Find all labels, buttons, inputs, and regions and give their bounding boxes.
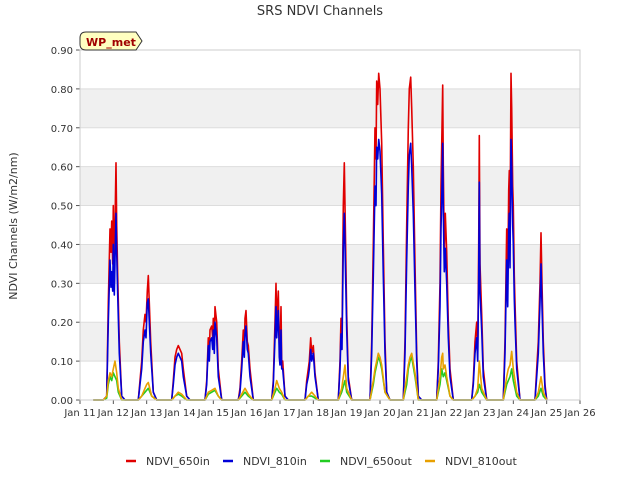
x-tick-label: Jan 12 (97, 408, 129, 419)
y-axis: 0.00 0.10 0.20 0.30 0.40 0.50 0.60 0.70 0.80 0.90 (51, 46, 80, 407)
x-tick-label: Jan 26 (563, 408, 595, 419)
x-tick-label: Jan 16 (230, 408, 262, 419)
y-tick-label: 0.70 (51, 124, 73, 135)
x-tick-label: Jan 22 (430, 408, 462, 419)
y-tick-label: 0.80 (51, 85, 73, 96)
chart-title: SRS NDVI Channels (257, 4, 383, 19)
band-6 (80, 127, 580, 167)
x-tick-label: Jan 24 (497, 408, 529, 419)
legend-label: NDVI_810in (243, 455, 307, 468)
y-tick-label: 0.30 (51, 279, 73, 290)
x-tick-label: Jan 15 (197, 408, 229, 419)
annotation-box (79, 31, 143, 51)
y-tick-label: 0.60 (51, 163, 73, 174)
x-tick-label: Jan 23 (463, 408, 495, 419)
annotation-label: WP_met (86, 36, 136, 49)
x-tick-label: Jan 14 (163, 408, 195, 419)
band-1 (80, 322, 580, 362)
series-ndvi-810out (93, 350, 548, 401)
band-4 (80, 205, 580, 245)
legend-label: NDVI_650in (146, 455, 210, 468)
x-axis: Jan 11 Jan 12 Jan 13 Jan 14 Jan 15 Jan 16 Jan … (63, 400, 596, 419)
y-tick-label: 0.50 (51, 202, 73, 213)
y-tick-label: 0.40 (51, 240, 73, 251)
x-tick-label: Jan 17 (263, 408, 295, 419)
y-tick-label: 0.20 (51, 318, 73, 329)
band-8 (80, 50, 580, 89)
x-tick-label: Jan 13 (130, 408, 162, 419)
x-tick-label: Jan 18 (297, 408, 329, 419)
band-7 (80, 88, 580, 128)
band-5 (80, 166, 580, 206)
y-tick-label: 0.90 (51, 46, 73, 57)
plot-background-bands (80, 50, 580, 400)
x-tick-label: Jan 20 (363, 408, 395, 419)
x-tick-label: Jan 19 (330, 408, 362, 419)
wp-met-annotation: WP_met (79, 31, 143, 51)
x-tick-label: Jan 21 (397, 408, 429, 419)
y-axis-label: NDVI Channels (W/m2/nm) (7, 152, 20, 299)
plot-frame (79, 49, 581, 401)
band-3 (80, 244, 580, 284)
y-tick-label: 0.00 (51, 396, 73, 407)
x-tick-label: Jan 25 (530, 408, 562, 419)
y-tick-label: 0.10 (51, 357, 73, 368)
band-0 (80, 361, 580, 400)
legend: NDVI_650in NDVI_810in NDVI_650out NDVI_810o… (126, 455, 517, 468)
band-2 (80, 283, 580, 323)
x-tick-label: Jan 11 (63, 408, 95, 419)
legend-label: NDVI_650out (340, 455, 412, 468)
legend-label: NDVI_810out (445, 455, 517, 468)
